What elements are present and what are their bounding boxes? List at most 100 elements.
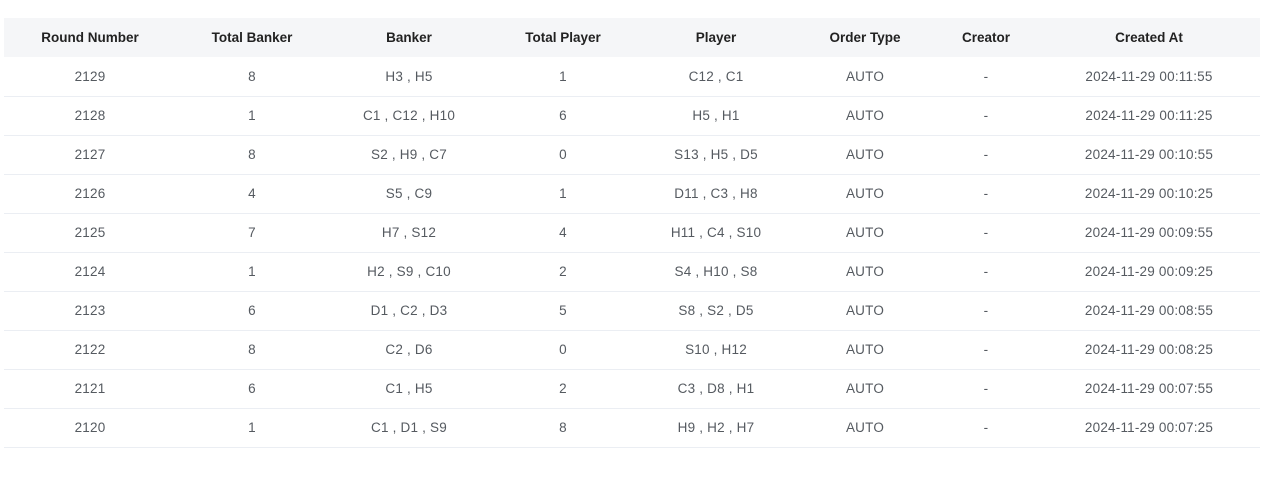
cell-round-number: 2121 (74, 381, 106, 396)
table-row[interactable]: 2129 8 H3 , H5 1 C12 , C1 AUTO - 2024-11… (4, 57, 1260, 96)
cell-order-type: AUTO (845, 147, 885, 162)
cell-player: C3 , D8 , H1 (677, 381, 755, 396)
cell-creator: - (983, 147, 989, 162)
table-row[interactable]: 2120 1 C1 , D1 , S9 8 H9 , H2 , H7 AUTO … (4, 408, 1260, 447)
cell-total-player: 2 (559, 381, 567, 396)
header-created-at[interactable]: Created At (1115, 30, 1183, 45)
cell-round-number: 2125 (74, 225, 106, 240)
rounds-table-container: Round Number Total Banker Banker Total P… (4, 18, 1260, 448)
cell-total-player: 6 (559, 108, 567, 123)
cell-player: S4 , H10 , S8 (674, 264, 758, 279)
table-row[interactable]: 2127 8 S2 , H9 , C7 0 S13 , H5 , D5 AUTO… (4, 135, 1260, 174)
header-order-type[interactable]: Order Type (829, 30, 901, 45)
cell-total-banker: 6 (248, 381, 256, 396)
cell-created-at: 2024-11-29 00:11:55 (1085, 68, 1213, 84)
cell-banker: C1 , D1 , S9 (371, 420, 447, 435)
cell-order-type: AUTO (845, 225, 885, 240)
cell-round-number: 2123 (74, 303, 106, 318)
cell-created-at: 2024-11-29 00:08:55 (1084, 303, 1214, 318)
cell-total-banker: 8 (248, 68, 256, 84)
cell-order-type: AUTO (845, 186, 885, 201)
cell-player: H5 , H1 (692, 108, 740, 123)
cell-round-number: 2126 (74, 186, 106, 201)
cell-creator: - (983, 264, 989, 279)
cell-banker: C2 , D6 (385, 342, 433, 357)
cell-banker: S2 , H9 , C7 (371, 147, 447, 162)
cell-total-banker: 1 (248, 264, 256, 279)
cell-created-at: 2024-11-29 00:08:25 (1084, 342, 1214, 357)
cell-created-at: 2024-11-29 00:10:55 (1084, 147, 1214, 162)
cell-total-player: 5 (559, 303, 567, 318)
cell-total-banker: 1 (248, 108, 256, 123)
cell-creator: - (983, 108, 989, 123)
cell-banker: S5 , C9 (385, 186, 433, 201)
cell-order-type: AUTO (845, 303, 885, 318)
cell-order-type: AUTO (845, 264, 885, 279)
cell-created-at: 2024-11-29 00:09:25 (1084, 264, 1214, 279)
table-row[interactable]: 2128 1 C1 , C12 , H10 6 H5 , H1 AUTO - 2… (4, 96, 1260, 135)
cell-round-number: 2129 (74, 68, 106, 84)
header-round-number[interactable]: Round Number (41, 30, 139, 45)
header-player[interactable]: Player (695, 30, 737, 45)
cell-total-banker: 1 (248, 420, 256, 435)
cell-total-banker: 7 (248, 225, 256, 240)
cell-total-player: 4 (559, 225, 567, 240)
cell-total-banker: 6 (248, 303, 256, 318)
cell-banker: H2 , S9 , C10 (367, 264, 451, 279)
table-row[interactable]: 2121 6 C1 , H5 2 C3 , D8 , H1 AUTO - 202… (4, 369, 1260, 408)
cell-created-at: 2024-11-29 00:10:25 (1084, 186, 1214, 201)
cell-total-player: 8 (559, 420, 567, 435)
cell-player: S8 , S2 , D5 (678, 303, 754, 318)
cell-order-type: AUTO (845, 108, 885, 123)
cell-player: S10 , H12 (685, 342, 747, 357)
cell-order-type: AUTO (845, 68, 885, 84)
cell-round-number: 2124 (74, 264, 106, 279)
cell-created-at: 2024-11-29 00:07:55 (1084, 381, 1214, 396)
table-row[interactable]: 2124 1 H2 , S9 , C10 2 S4 , H10 , S8 AUT… (4, 252, 1260, 291)
cell-creator: - (983, 186, 989, 201)
cell-total-player: 1 (559, 186, 567, 201)
cell-banker: C1 , H5 (385, 381, 433, 396)
cell-created-at: 2024-11-29 00:07:25 (1084, 420, 1214, 435)
cell-player: H11 , C4 , S10 (670, 225, 762, 240)
header-banker[interactable]: Banker (386, 30, 432, 45)
cell-creator: - (983, 303, 989, 318)
cell-creator: - (983, 381, 989, 396)
cell-order-type: AUTO (845, 420, 885, 435)
header-creator[interactable]: Creator (961, 30, 1010, 45)
cell-creator: - (983, 342, 989, 357)
cell-player: S13 , H5 , D5 (674, 147, 758, 162)
cell-order-type: AUTO (845, 381, 885, 396)
table-row[interactable]: 2122 8 C2 , D6 0 S10 , H12 AUTO - 2024-1… (4, 330, 1260, 369)
cell-created-at: 2024-11-29 00:09:55 (1084, 225, 1214, 240)
rounds-table: Round Number Total Banker Banker Total P… (4, 18, 1260, 448)
table-row[interactable]: 2126 4 S5 , C9 1 D11 , C3 , H8 AUTO - 20… (4, 174, 1260, 213)
cell-player: D11 , C3 , H8 (674, 186, 758, 201)
header-row: Round Number Total Banker Banker Total P… (4, 18, 1260, 57)
cell-creator: - (983, 420, 989, 435)
cell-total-banker: 4 (248, 186, 256, 201)
table-row[interactable]: 2123 6 D1 , C2 , D3 5 S8 , S2 , D5 AUTO … (4, 291, 1260, 330)
cell-round-number: 2122 (74, 342, 106, 357)
cell-round-number: 2127 (74, 147, 106, 162)
cell-round-number: 2120 (74, 420, 106, 435)
cell-order-type: AUTO (845, 342, 885, 357)
cell-total-banker: 8 (248, 147, 256, 162)
cell-player: H9 , H2 , H7 (677, 420, 755, 435)
cell-total-player: 2 (559, 264, 567, 279)
table-row[interactable]: 2125 7 H7 , S12 4 H11 , C4 , S10 AUTO - … (4, 213, 1260, 252)
cell-round-number: 2128 (74, 108, 106, 123)
cell-total-player: 0 (559, 342, 567, 357)
table-body: 2129 8 H3 , H5 1 C12 , C1 AUTO - 2024-11… (4, 57, 1260, 447)
cell-created-at: 2024-11-29 00:11:25 (1085, 108, 1213, 123)
header-total-player[interactable]: Total Player (525, 30, 601, 45)
cell-banker: D1 , C2 , D3 (370, 303, 448, 318)
cell-creator: - (983, 225, 989, 240)
cell-banker: C1 , C12 , H10 (362, 108, 456, 123)
cell-banker: H7 , S12 (381, 225, 437, 240)
cell-total-banker: 8 (248, 342, 256, 357)
cell-total-player: 1 (559, 68, 567, 84)
header-total-banker[interactable]: Total Banker (211, 30, 293, 45)
cell-total-player: 0 (559, 147, 567, 162)
cell-banker: H3 , H5 (385, 68, 433, 84)
